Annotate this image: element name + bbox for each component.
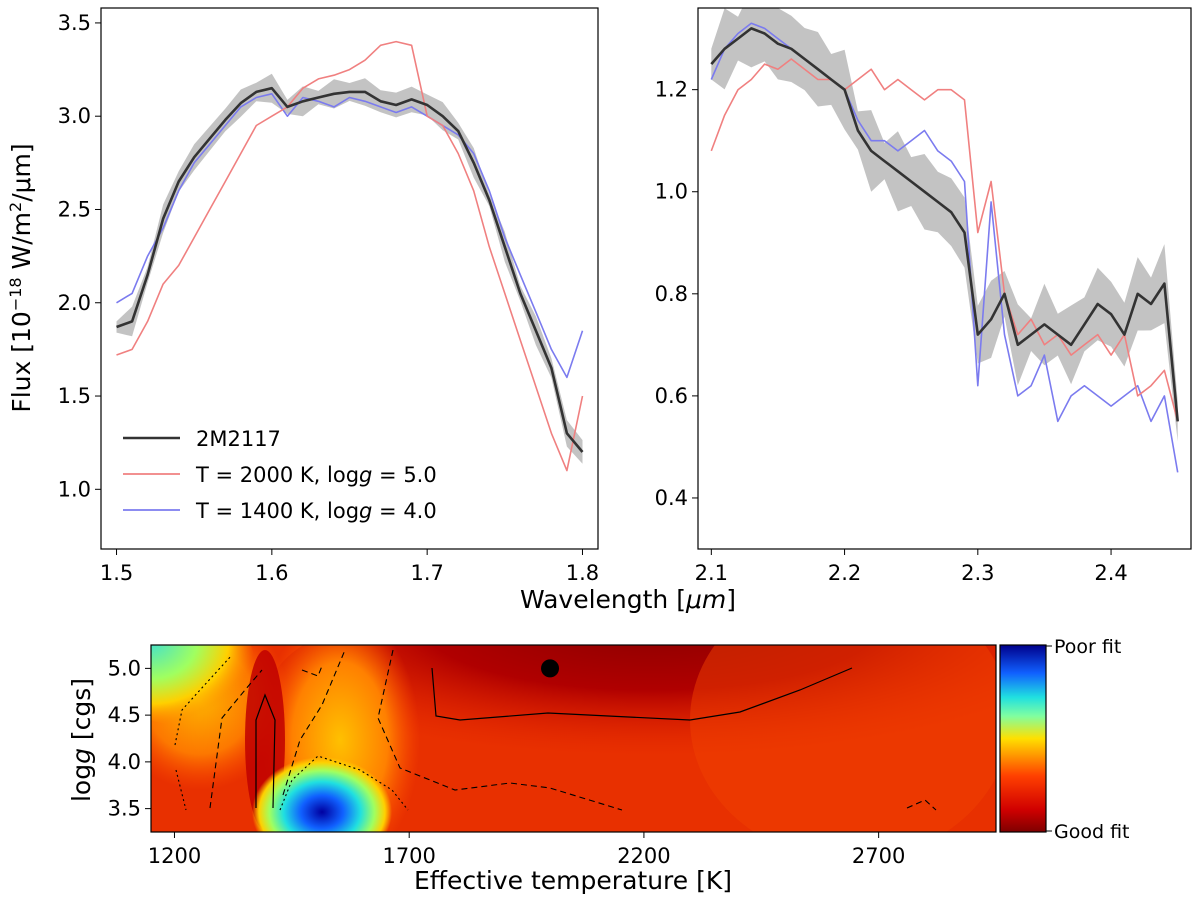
contour-dashed-4 <box>301 665 323 677</box>
contour-dotted-3 <box>279 755 409 811</box>
panel-a-ytick-label: 3.0 <box>58 104 91 128</box>
panel-b-series-0 <box>710 27 1179 422</box>
shared-xlabel: Wavelength [μm] <box>520 585 736 614</box>
heatmap-ytick-label: 3.5 <box>108 797 141 821</box>
panel-b-series-1 <box>710 58 1179 422</box>
heatmap-frame <box>150 644 997 833</box>
panel-a-ticks: 1.5 1.6 1.7 1.8 1.0 1.5 2.0 2.5 3.0 3.5 <box>58 11 600 585</box>
colorbar: Poor fit Good fit <box>999 636 1130 843</box>
panel-a-ylabel: Flux [10−18 W/m2/μm] <box>6 143 37 412</box>
panel-b-ytick-label: 1.0 <box>655 180 688 204</box>
panel-a-xtick-label: 1.6 <box>255 561 288 585</box>
panel-a-ytick-label: 1.0 <box>58 477 91 501</box>
heatmap-ytick-label: 5.0 <box>108 656 141 680</box>
heatmap-cyan-corner <box>151 645 255 725</box>
panel-b-plot-area <box>710 8 1179 473</box>
panel-top-left: 1.5 1.6 1.7 1.8 1.0 1.5 2.0 2.5 3.0 3.5 2M2117 T … <box>6 7 600 585</box>
panel-b-ytick-label: 1.2 <box>655 78 688 102</box>
panel-a-plot-area <box>116 40 584 472</box>
panel-b-series-2 <box>710 22 1179 473</box>
legend-label-t2000: T = 2000 K, logg = 5.0 <box>195 463 437 487</box>
panel-b-ytick-label: 0.8 <box>655 282 688 306</box>
heatmap-ytick-label: 4.0 <box>108 750 141 774</box>
panel-a-ytick-label: 2.5 <box>58 197 91 221</box>
panel-a-ytick-label: 1.5 <box>58 384 91 408</box>
heatmap-ytick-label: 4.5 <box>108 703 141 727</box>
panel-top-right: 2.1 2.2 2.3 2.4 0.4 0.6 0.8 1.0 1.2 <box>655 7 1192 585</box>
legend-label-2m2117: 2M2117 <box>196 427 281 451</box>
panel-a-ytick-label: 2.0 <box>58 291 91 315</box>
panel-a-series-2 <box>116 93 584 379</box>
panel-a-ytick-label: 3.5 <box>58 11 91 35</box>
panel-b-xtick-label: 2.1 <box>695 561 728 585</box>
panel-b-ticks: 2.1 2.2 2.3 2.4 0.4 0.6 0.8 1.0 1.2 <box>655 78 1128 585</box>
panel-b-frame <box>697 7 1192 550</box>
panel-a-frame <box>100 7 599 550</box>
contour-dashed-1 <box>209 669 263 809</box>
panel-b-ytick-label: 0.4 <box>655 486 688 510</box>
legend-label-t1400: T = 1400 K, logg = 4.0 <box>195 499 437 523</box>
heatmap-ylabel: logg [cgs] <box>67 678 96 802</box>
contour-dashed-3 <box>377 649 623 811</box>
heatmap-ticks: 1200 1700 2200 2700 3.5 4.0 4.5 5.0 <box>108 656 906 868</box>
heatmap-xlabel: Effective temperature [K] <box>414 866 732 895</box>
contour-dotted-2 <box>175 769 187 811</box>
colorbar-top-label: Poor fit <box>1054 636 1121 658</box>
panel-b-xtick-label: 2.2 <box>828 561 861 585</box>
best-fit-marker <box>541 659 560 678</box>
panel-a-legend: 2M2117 T = 2000 K, logg = 5.0 T = 1400 K… <box>123 427 437 523</box>
contour-solid-left <box>255 693 276 809</box>
heatmap-right-region <box>690 645 996 832</box>
contour-dotted-1 <box>174 654 233 746</box>
panel-a-xtick-label: 1.8 <box>566 561 599 585</box>
panel-a-series-1 <box>116 40 584 472</box>
colorbar-bottom-label: Good fit <box>1054 821 1130 843</box>
colorbar-gradient <box>999 644 1047 833</box>
panel-b-ytick-label: 0.6 <box>655 384 688 408</box>
heatmap-xtick-label: 1200 <box>148 844 201 868</box>
panel-b-uncertainty-band <box>711 8 1178 442</box>
heatmap-xtick-label: 1700 <box>382 844 435 868</box>
heatmap-blue-blob <box>252 757 392 832</box>
panel-b-xtick-label: 2.4 <box>1094 561 1127 585</box>
heatmap-xtick-label: 2700 <box>852 844 905 868</box>
panel-b-xtick-label: 2.3 <box>961 561 994 585</box>
panel-a-xtick-label: 1.5 <box>100 561 133 585</box>
panel-bottom-heatmap: 1200 1700 2200 2700 3.5 4.0 4.5 5.0 Effective t… <box>67 644 997 895</box>
heatmap-field <box>151 645 996 832</box>
heatmap-xtick-label: 2200 <box>617 844 670 868</box>
panel-a-xtick-label: 1.7 <box>410 561 443 585</box>
panel-a-series-0 <box>116 86 584 453</box>
contour-solid-right <box>431 667 853 721</box>
